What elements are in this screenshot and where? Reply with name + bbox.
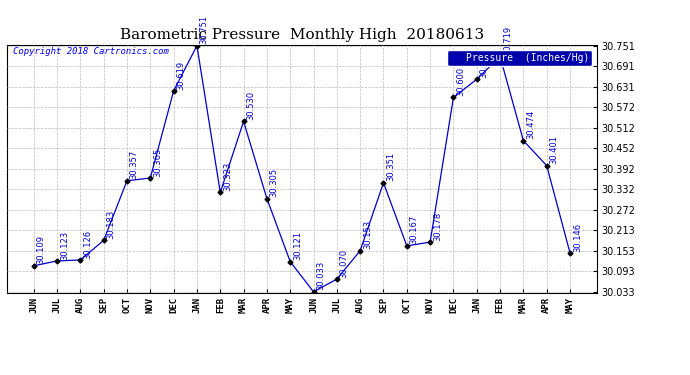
- Text: 30.153: 30.153: [363, 220, 372, 249]
- Text: 30.530: 30.530: [246, 91, 255, 120]
- Text: 30.167: 30.167: [410, 215, 419, 244]
- Text: 30.183: 30.183: [106, 210, 115, 239]
- Text: 30.357: 30.357: [130, 150, 139, 179]
- Text: 30.126: 30.126: [83, 230, 92, 258]
- Text: 30.401: 30.401: [549, 135, 558, 164]
- Text: 30.365: 30.365: [153, 147, 162, 177]
- Title: Barometric Pressure  Monthly High  20180613: Barometric Pressure Monthly High 2018061…: [120, 28, 484, 42]
- Text: 30.121: 30.121: [293, 231, 302, 260]
- Text: 30.146: 30.146: [573, 223, 582, 252]
- Text: 30.305: 30.305: [270, 168, 279, 197]
- Text: 30.323: 30.323: [223, 162, 232, 191]
- Text: 30.619: 30.619: [177, 60, 186, 90]
- Legend: Pressure  (Inches/Hg): Pressure (Inches/Hg): [447, 50, 592, 66]
- Text: 30.751: 30.751: [199, 15, 208, 44]
- Text: Copyright 2018 Cartronics.com: Copyright 2018 Cartronics.com: [13, 48, 168, 57]
- Text: 30.123: 30.123: [60, 231, 69, 260]
- Text: 30.351: 30.351: [386, 152, 395, 182]
- Text: 30.033: 30.033: [316, 261, 325, 290]
- Text: 30.178: 30.178: [433, 211, 442, 241]
- Text: 30.719: 30.719: [503, 26, 512, 55]
- Text: 30.653: 30.653: [480, 49, 489, 78]
- Text: 30.600: 30.600: [456, 67, 465, 96]
- Text: 30.109: 30.109: [37, 236, 46, 264]
- Text: 30.070: 30.070: [339, 249, 348, 278]
- Text: 30.474: 30.474: [526, 110, 535, 139]
